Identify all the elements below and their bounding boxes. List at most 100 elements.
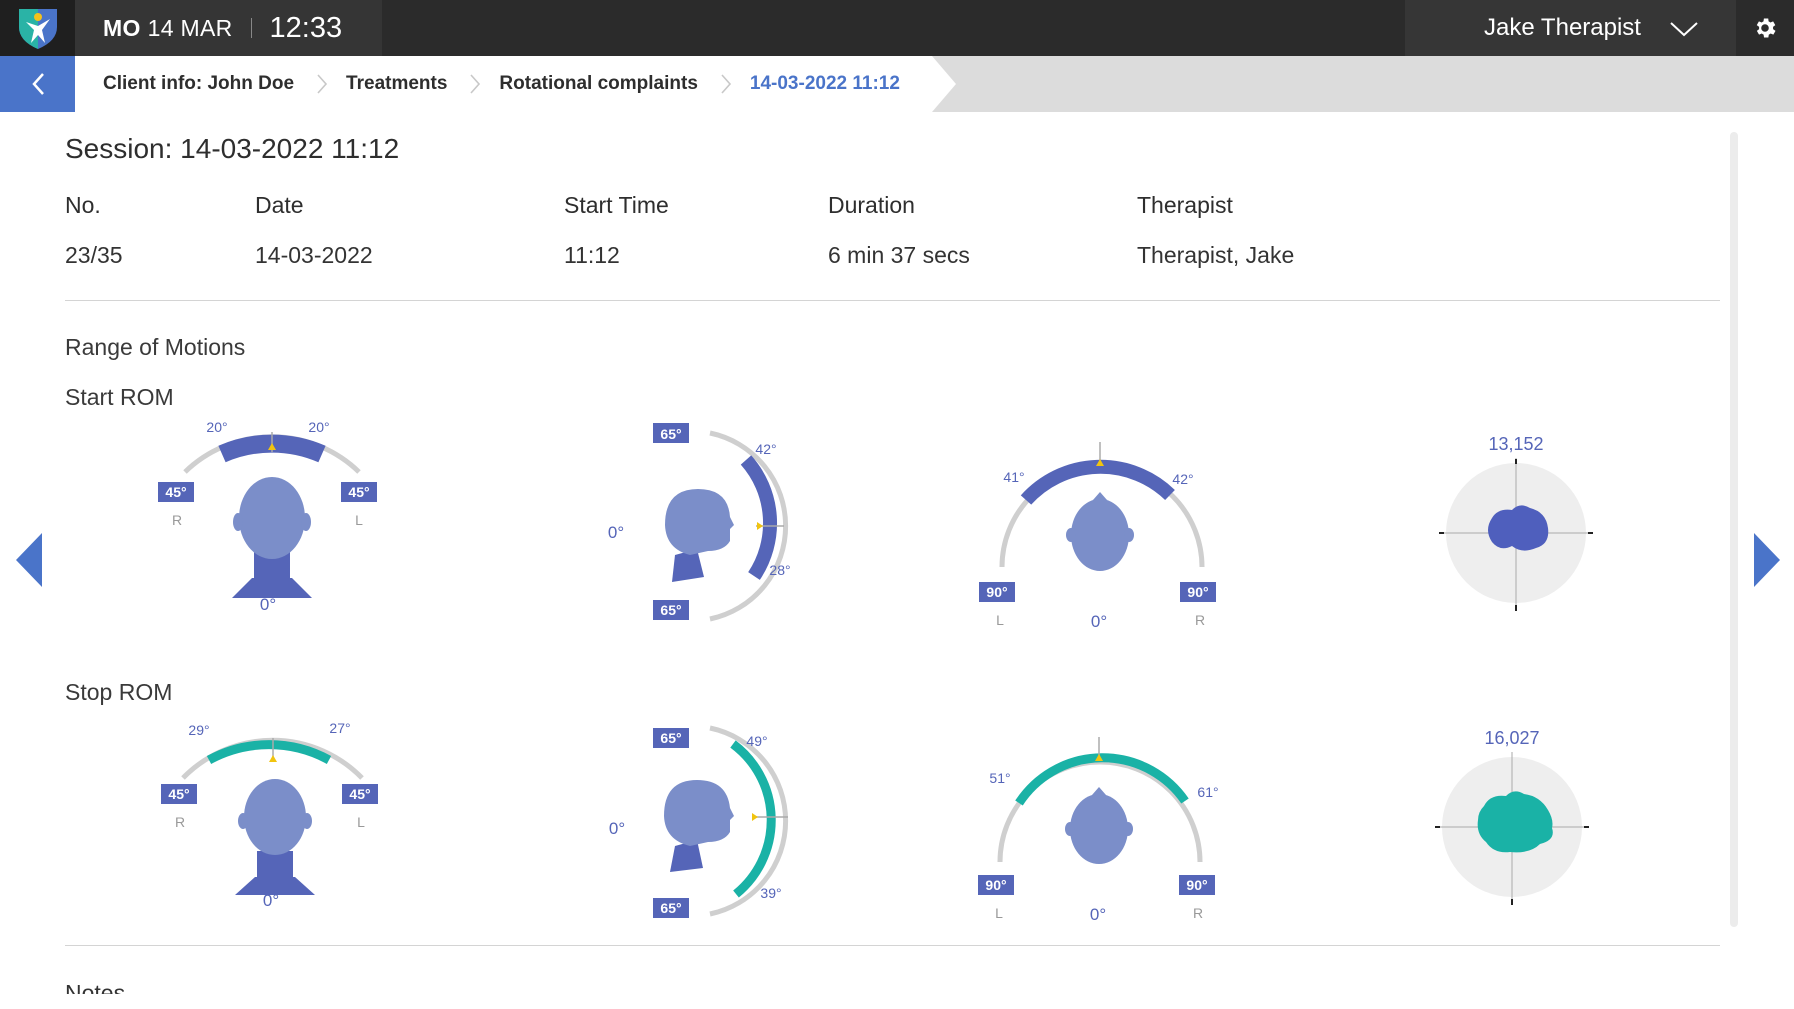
stop-lateral-zero: 0° — [263, 891, 279, 910]
start-flexion-bottom-value: 28° — [769, 562, 790, 578]
date-label: 14 MAR — [147, 14, 233, 41]
start-area-shape — [1488, 505, 1549, 551]
start-rotation-right-value: 42° — [1172, 471, 1193, 487]
chevron-down-icon — [1670, 22, 1698, 37]
time-label: 12:33 — [269, 11, 343, 44]
app-logo-icon — [18, 9, 57, 49]
start-rom-label: Start ROM — [65, 384, 174, 410]
stop-area-plot: 16,027 — [1426, 724, 1596, 929]
stop-flexion-zero: 0° — [609, 819, 625, 838]
stop-rotation-left-max: 90° — [985, 877, 1006, 893]
date-time-separator — [250, 18, 252, 38]
head-front-icon — [235, 779, 315, 895]
start-rotation-left-max: 90° — [986, 584, 1007, 600]
breadcrumb: Client info: John Doe Treatments Rotatio… — [103, 56, 900, 112]
head-front-icon — [232, 477, 312, 598]
start-area-plot: 13,152 — [1430, 430, 1600, 635]
stop-flexion-bottom-max: 65° — [660, 900, 681, 916]
divider — [65, 300, 1720, 301]
breadcrumb-rotational-complaints[interactable]: Rotational complaints — [499, 73, 698, 94]
start-lateral-right-value: 20° — [308, 419, 329, 435]
date-display: MO 14 MAR — [103, 15, 233, 42]
session-number: 23/35 — [65, 242, 123, 268]
stop-area-value: 16,027 — [1484, 728, 1539, 748]
scrollbar[interactable] — [1730, 132, 1738, 927]
session-duration: 6 min 37 secs — [828, 242, 970, 268]
session-title: Session: 14-03-2022 11:12 — [65, 133, 400, 164]
stop-flexion-top-value: 49° — [746, 733, 767, 749]
stop-lateral-left-side: R — [175, 814, 185, 830]
column-header-date: Date — [255, 192, 304, 218]
start-flexion-extension-gauge: 65° 65° 42° 28° 0° — [600, 417, 830, 642]
head-side-icon — [664, 780, 734, 872]
stop-rotation-zero: 0° — [1090, 905, 1106, 924]
column-header-no: No. — [65, 192, 101, 218]
back-button[interactable] — [0, 56, 75, 112]
day-label: MO — [103, 14, 141, 41]
stop-flexion-extension-gauge: 65° 65° 49° 39° 0° — [600, 712, 830, 937]
chevron-right-icon — [316, 73, 328, 95]
stop-rotation-left-side: L — [995, 905, 1003, 921]
session-content: Session: 14-03-2022 11:12 No. Date Start… — [0, 112, 1794, 1009]
breadcrumb-session: 14-03-2022 11:12 — [749, 73, 900, 94]
breadcrumb-client-info[interactable]: Client info: John Doe — [103, 73, 295, 94]
stop-lateral-right-max: 45° — [349, 786, 370, 802]
start-rotation-left-side: L — [996, 612, 1004, 628]
start-rotation-right-max: 90° — [1187, 584, 1208, 600]
next-arrow-icon[interactable] — [1752, 531, 1782, 589]
start-flexion-zero: 0° — [608, 523, 624, 542]
chevron-right-icon — [720, 73, 732, 95]
date-time: MO 14 MAR 12:33 — [75, 0, 382, 56]
range-of-motions-title: Range of Motions — [65, 334, 246, 360]
head-side-icon — [665, 489, 734, 582]
stop-flexion-bottom-value: 39° — [760, 885, 781, 901]
chevron-right-icon — [469, 73, 481, 95]
start-lateral-left-side: R — [172, 512, 182, 528]
gear-icon — [1756, 18, 1776, 38]
stop-rotation-right-side: R — [1193, 905, 1203, 921]
stop-rotation-gauge: 90° 90° 51° 61° L R 0° — [975, 717, 1235, 942]
chevron-left-icon — [31, 73, 44, 95]
start-rotation-right-side: R — [1195, 612, 1205, 628]
user-name: Jake Therapist — [1484, 14, 1641, 41]
start-lateral-right-max: 45° — [348, 484, 369, 500]
breadcrumb-background — [75, 56, 956, 112]
stop-rotation-left-value: 51° — [989, 770, 1010, 786]
start-lateral-left-max: 45° — [165, 484, 186, 500]
user-menu[interactable]: Jake Therapist — [1405, 0, 1736, 56]
head-top-icon — [1065, 787, 1133, 864]
start-lateral-right-side: L — [355, 512, 363, 528]
settings-button[interactable] — [1736, 0, 1794, 56]
start-flexion-top-max: 65° — [660, 426, 681, 442]
start-flexion-bottom-max: 65° — [660, 602, 681, 618]
column-header-start-time: Start Time — [564, 192, 669, 218]
start-lateral-left-value: 20° — [206, 419, 227, 435]
session-start-time: 11:12 — [564, 242, 620, 268]
stop-lateral-flexion-gauge: 45° 45° 29° 27° R L 0° — [143, 705, 403, 920]
start-rotation-zero: 0° — [1091, 612, 1107, 631]
stop-rotation-right-value: 61° — [1197, 784, 1218, 800]
stop-lateral-right-value: 27° — [329, 720, 350, 736]
column-header-duration: Duration — [828, 192, 915, 218]
top-bar: MO 14 MAR 12:33 Jake Therapist — [0, 0, 1794, 56]
divider — [65, 945, 1720, 946]
notes-label: Notes — [65, 980, 126, 994]
breadcrumb-treatments[interactable]: Treatments — [346, 73, 448, 94]
start-area-value: 13,152 — [1488, 434, 1543, 454]
start-flexion-top-value: 42° — [755, 441, 776, 457]
start-lateral-flexion-gauge: 45° 45° 20° 20° R L 0° — [140, 410, 400, 625]
stop-lateral-left-value: 29° — [188, 722, 209, 738]
start-rotation-left-value: 41° — [1003, 469, 1024, 485]
head-top-icon — [1066, 492, 1134, 571]
start-lateral-zero: 0° — [260, 595, 276, 614]
breadcrumb-bar: Client info: John Doe Treatments Rotatio… — [0, 56, 1794, 112]
stop-flexion-top-max: 65° — [660, 730, 681, 746]
stop-rotation-right-max: 90° — [1186, 877, 1207, 893]
stop-lateral-right-side: L — [357, 814, 365, 830]
stop-area-shape — [1477, 791, 1553, 853]
session-date: 14-03-2022 — [255, 242, 373, 268]
previous-arrow-icon[interactable] — [14, 531, 44, 589]
app-logo[interactable] — [0, 0, 75, 56]
session-therapist: Therapist, Jake — [1137, 242, 1295, 268]
stop-rom-label: Stop ROM — [65, 679, 173, 705]
